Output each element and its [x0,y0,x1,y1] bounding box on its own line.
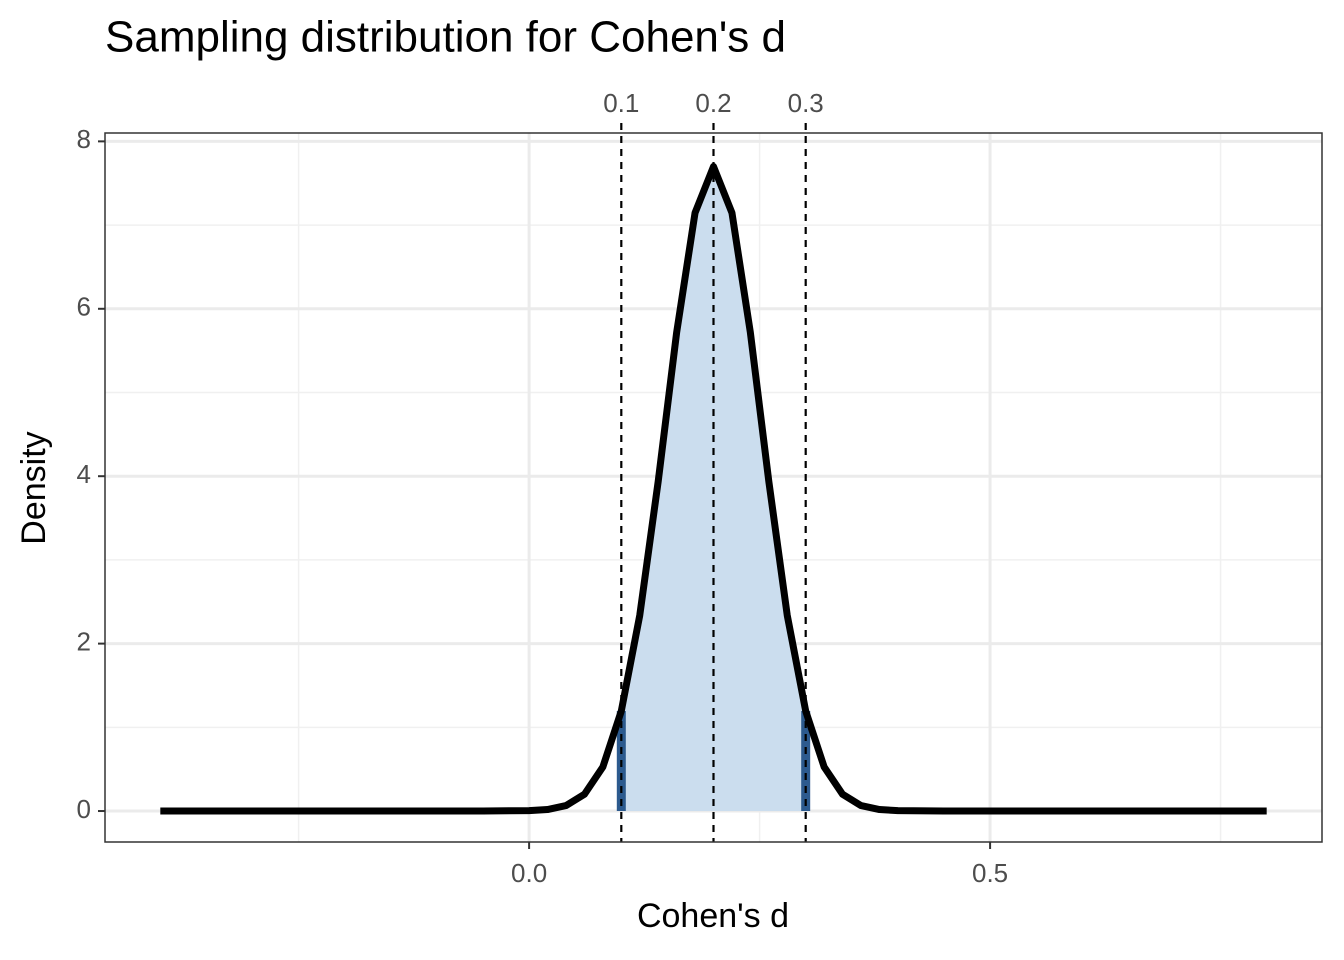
y-tick-label: 4 [77,459,91,489]
top-tick-label: 0.3 [788,88,824,118]
y-tick-label: 6 [77,292,91,322]
x-axis-title: Cohen's d [637,897,789,935]
y-tick-label: 2 [77,626,91,656]
chart-title: Sampling distribution for Cohen's d [105,13,786,62]
x-tick-label: 0.5 [972,858,1008,888]
y-axis-title: Density [15,431,53,544]
top-tick-label: 0.2 [695,88,731,118]
panel-border [104,132,1323,843]
top-tick-label: 0.1 [603,88,639,118]
y-tick-label: 0 [77,794,91,824]
x-tick-label: 0.0 [511,858,547,888]
y-tick-label: 8 [77,124,91,154]
